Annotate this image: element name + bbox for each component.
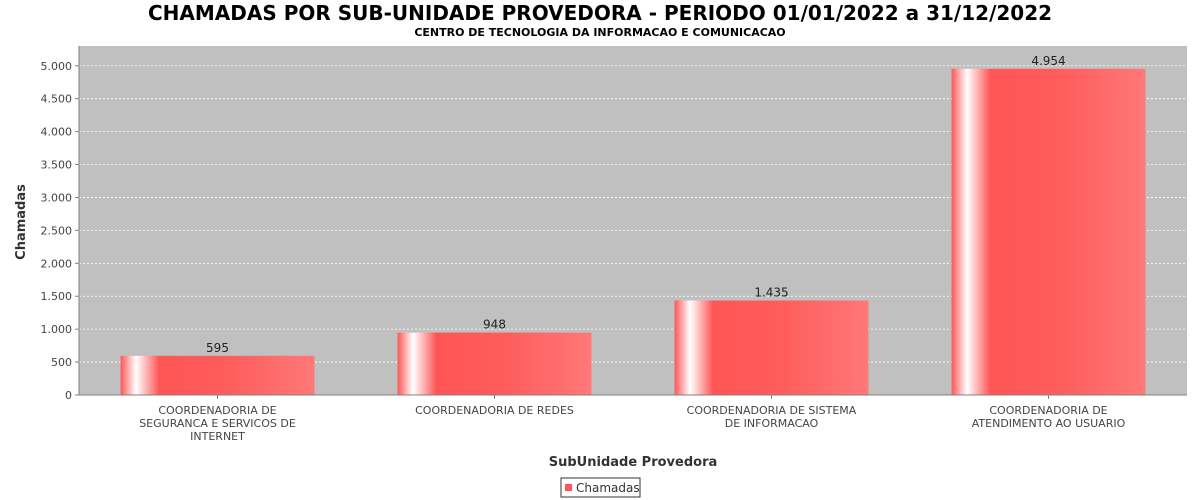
legend-swatch bbox=[565, 484, 572, 491]
bars: 595 948 1.435 4.954 bbox=[120, 54, 1146, 395]
y-ticks: 0 500 1.000 1.500 2.000 2.500 3.000 3.500 4.000 4… bbox=[41, 60, 79, 402]
bar bbox=[120, 355, 315, 395]
x-tick-label: COORDENADORIA DE REDES bbox=[415, 404, 574, 417]
x-tick-label: SEGURANCA E SERVICOS DE bbox=[139, 417, 296, 430]
bar-value-label: 1.435 bbox=[754, 286, 788, 300]
bar-value-label: 4.954 bbox=[1031, 54, 1065, 68]
x-tick-label: COORDENADORIA DE bbox=[989, 404, 1107, 417]
y-tick-label: 2.500 bbox=[41, 224, 73, 237]
y-tick-label: 500 bbox=[51, 356, 72, 369]
y-tick-label: 5.000 bbox=[41, 60, 73, 73]
y-tick-label: 4.500 bbox=[41, 93, 73, 106]
bar-value-label: 595 bbox=[206, 341, 229, 355]
y-axis-label: Chamadas bbox=[14, 184, 29, 260]
x-tick-label: ATENDIMENTO AO USUARIO bbox=[972, 417, 1126, 430]
legend-label: Chamadas bbox=[576, 481, 640, 495]
x-axis-label: SubUnidade Provedora bbox=[549, 455, 718, 470]
chart-subtitle: CENTRO DE TECNOLOGIA DA INFORMACAO E COM… bbox=[414, 26, 786, 39]
y-tick-label: 1.500 bbox=[41, 290, 73, 303]
y-tick-label: 1.000 bbox=[41, 323, 73, 336]
grid-lines bbox=[79, 65, 1187, 363]
legend-box bbox=[560, 477, 641, 498]
y-tick-label: 3.500 bbox=[41, 159, 73, 172]
bar-value-label: 948 bbox=[483, 318, 506, 332]
x-tick-label: COORDENADORIA DE SISTEMA bbox=[687, 404, 857, 417]
x-tick-label: DE INFORMACAO bbox=[725, 417, 819, 430]
bar bbox=[951, 68, 1146, 395]
y-tick-label: 0 bbox=[65, 389, 72, 402]
legend: Chamadas bbox=[560, 477, 641, 498]
y-tick-label: 4.000 bbox=[41, 126, 73, 139]
y-tick-label: 3.000 bbox=[41, 191, 73, 204]
bar bbox=[674, 300, 869, 395]
y-tick-label: 2.000 bbox=[41, 257, 73, 270]
bar bbox=[397, 332, 592, 395]
axes bbox=[78, 46, 1187, 396]
x-tick-label: COORDENADORIA DE bbox=[158, 404, 276, 417]
x-tick-label: INTERNET bbox=[190, 430, 245, 443]
chart-title: CHAMADAS POR SUB-UNIDADE PROVEDORA - PER… bbox=[147, 1, 1053, 25]
